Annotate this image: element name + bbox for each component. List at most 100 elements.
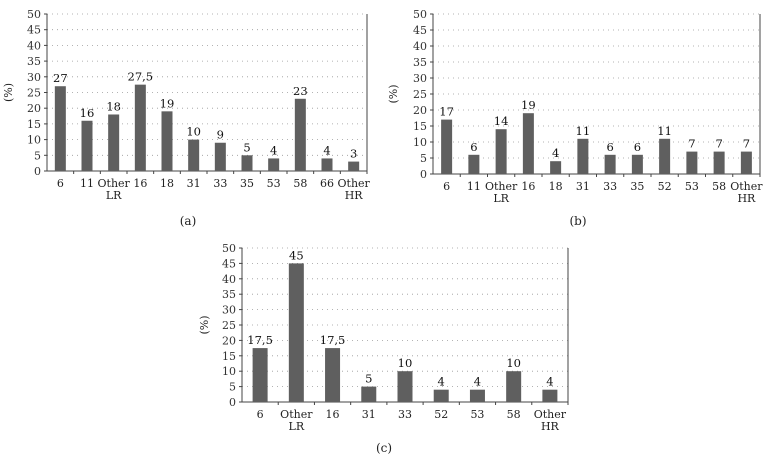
y-tick-label: 5	[34, 149, 41, 162]
y-tick-label: 5	[420, 152, 427, 165]
bar	[108, 114, 120, 171]
category-label: 35	[630, 180, 644, 193]
bar	[134, 84, 146, 171]
y-tick-label: 30	[413, 72, 427, 85]
data-label: 4	[552, 146, 559, 160]
data-label: 17,5	[247, 333, 273, 347]
y-tick-label: 35	[413, 56, 427, 69]
y-tick-label: 50	[413, 8, 427, 21]
y-tick-label: 40	[413, 40, 427, 53]
category-label: 31	[362, 408, 376, 421]
data-label: 5	[243, 140, 250, 154]
data-label: 27	[53, 71, 68, 85]
y-tick-label: 35	[222, 288, 236, 301]
bar	[469, 389, 485, 402]
data-label: 19	[160, 96, 175, 110]
y-tick-label: 5	[229, 381, 236, 394]
y-tick-label: 50	[222, 242, 236, 255]
bar	[325, 348, 341, 402]
category-label: LR	[289, 420, 305, 433]
y-tick-label: 10	[27, 134, 41, 147]
data-label: 3	[350, 147, 357, 161]
category-label: 6	[443, 180, 450, 193]
data-label: 9	[217, 128, 224, 142]
data-label: 10	[398, 356, 413, 370]
y-tick-label: 50	[27, 8, 41, 21]
y-tick-label: 15	[27, 118, 41, 131]
y-tick-label: 45	[413, 24, 427, 37]
y-tick-label: 40	[27, 39, 41, 52]
panel-label: (b)	[569, 214, 586, 228]
data-label: 6	[470, 140, 477, 154]
panel-b: 05101520253035404550(%)17661114OtherLR19…	[387, 8, 763, 228]
category-label: HR	[737, 192, 756, 205]
bar	[361, 386, 377, 402]
bar	[740, 151, 752, 174]
bar	[506, 371, 522, 402]
plot-frame	[432, 14, 761, 175]
category-label: 18	[160, 177, 174, 190]
data-label: 18	[106, 99, 121, 113]
category-label: 52	[658, 180, 672, 193]
bar	[294, 98, 306, 171]
bar	[214, 142, 226, 171]
category-label: 18	[549, 180, 563, 193]
y-tick-label: 35	[27, 55, 41, 68]
y-tick-label: 45	[222, 257, 236, 270]
bar	[433, 389, 449, 402]
data-label: 7	[715, 137, 722, 151]
data-label: 4	[270, 143, 277, 157]
y-tick-label: 30	[222, 304, 236, 317]
y-tick-label: 15	[413, 120, 427, 133]
y-tick-label: 0	[420, 168, 427, 181]
data-label: 6	[606, 140, 613, 154]
bar	[522, 113, 534, 174]
bar	[348, 161, 360, 171]
category-label: 35	[240, 177, 254, 190]
data-label: 16	[80, 106, 95, 120]
y-tick-label: 20	[222, 334, 236, 347]
y-tick-label: 10	[413, 136, 427, 149]
category-label: 11	[467, 180, 481, 193]
category-label: 31	[576, 180, 590, 193]
category-label: Other	[485, 180, 518, 193]
category-label: 52	[434, 408, 448, 421]
data-label: 17,5	[320, 333, 346, 347]
data-label: 7	[688, 137, 695, 151]
category-label: 33	[603, 180, 617, 193]
category-label: 58	[507, 408, 521, 421]
category-label: 16	[521, 180, 535, 193]
category-label: HR	[541, 420, 560, 433]
bar	[468, 154, 480, 174]
data-label: 4	[323, 143, 330, 157]
category-label: Other	[338, 177, 371, 190]
y-tick-label: 10	[222, 365, 236, 378]
y-tick-label: 25	[413, 88, 427, 101]
data-label: 14	[494, 114, 509, 128]
data-label: 45	[289, 248, 304, 262]
panel-label: (c)	[376, 441, 392, 455]
bar	[321, 158, 333, 171]
bar	[686, 151, 698, 174]
y-tick-label: 20	[27, 102, 41, 115]
y-axis-label: (%)	[387, 84, 400, 103]
bar	[631, 154, 643, 174]
y-tick-label: 40	[222, 273, 236, 286]
category-label: 31	[187, 177, 201, 190]
data-label: 6	[634, 140, 641, 154]
data-label: 11	[576, 124, 591, 138]
bar	[81, 120, 93, 171]
data-label: 10	[506, 356, 521, 370]
category-label: 58	[293, 177, 307, 190]
panel-c: 05101520253035404550(%)17,5645OtherLR17,…	[198, 242, 569, 455]
bar	[288, 263, 304, 402]
bar	[268, 158, 280, 171]
category-label: HR	[345, 189, 364, 202]
bar	[542, 389, 558, 402]
category-label: LR	[493, 192, 509, 205]
data-label: 17	[439, 105, 454, 119]
category-label: 11	[80, 177, 94, 190]
y-tick-label: 30	[27, 71, 41, 84]
bar	[161, 111, 173, 171]
